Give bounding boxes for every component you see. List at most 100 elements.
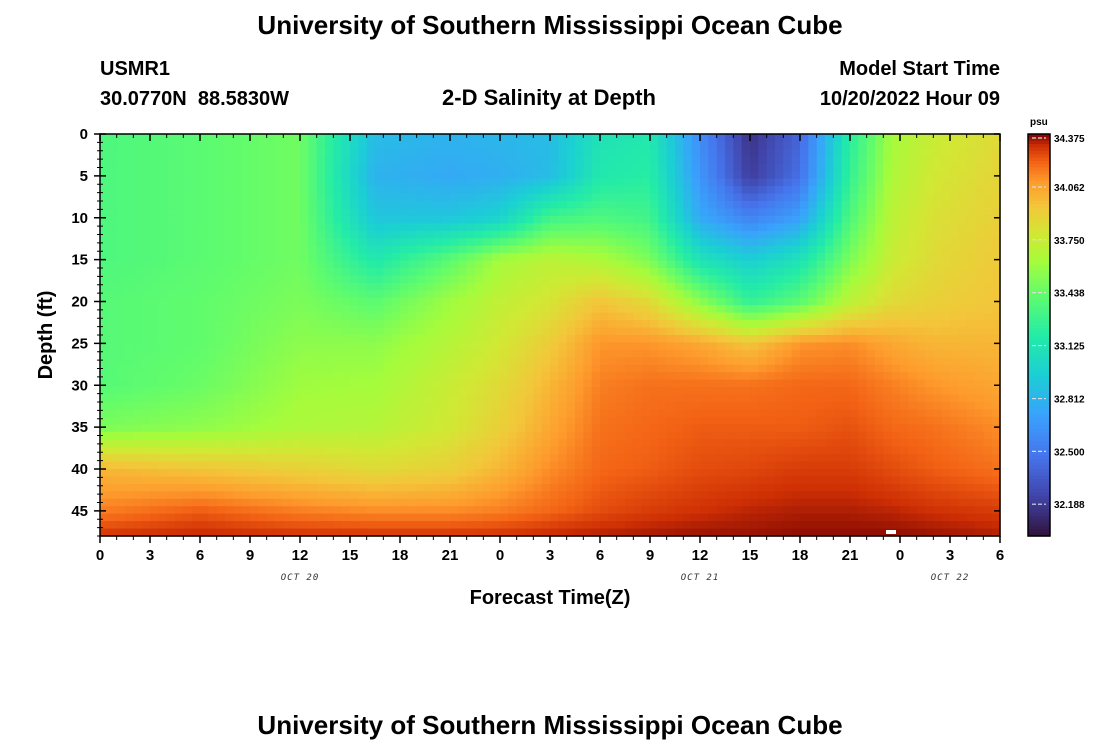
heatmap-cell (791, 402, 801, 411)
heatmap-cell (833, 290, 843, 299)
heatmap-cell (741, 454, 751, 463)
heatmap-cell (533, 372, 543, 381)
heatmap-cell (350, 416, 359, 425)
heatmap-cell (991, 282, 1001, 291)
heatmap-cell (791, 454, 801, 463)
heatmap-cell (758, 424, 768, 433)
heatmap-cell (600, 208, 609, 217)
heatmap-cell (350, 134, 359, 143)
heatmap-cell (158, 253, 168, 262)
heatmap-cells (100, 134, 1001, 537)
heatmap-cell (691, 245, 701, 254)
heatmap-cell (283, 245, 293, 254)
heatmap-cell (641, 469, 651, 478)
heatmap-cell (400, 186, 409, 195)
heatmap-cell (691, 305, 701, 314)
heatmap-cell (908, 134, 918, 143)
heatmap-cell (375, 461, 384, 470)
heatmap-cell (425, 290, 434, 299)
heatmap-cell (558, 134, 568, 143)
heatmap-cell (491, 335, 501, 344)
heatmap-cell (300, 201, 309, 210)
heatmap-cell (241, 461, 251, 470)
heatmap-cell (441, 268, 451, 277)
heatmap-cell (575, 424, 584, 433)
heatmap-cell (725, 297, 734, 306)
heatmap-cell (250, 178, 259, 187)
heatmap-cell (658, 327, 668, 336)
heatmap-cell (816, 230, 826, 239)
heatmap-cell (283, 454, 293, 463)
heatmap-cell (491, 134, 501, 143)
heatmap-cell (691, 409, 701, 418)
heatmap-cell (508, 416, 518, 425)
heatmap-cell (225, 223, 234, 232)
heatmap-cell (300, 424, 309, 433)
heatmap-cell (216, 297, 226, 306)
heatmap-cell (991, 312, 1001, 321)
heatmap-cell (583, 193, 593, 202)
heatmap-cell (491, 238, 501, 247)
heatmap-cell (841, 357, 851, 366)
heatmap-cell (775, 379, 784, 388)
heatmap-cell (225, 134, 234, 143)
heatmap-cell (208, 171, 218, 180)
heatmap-cell (483, 215, 493, 224)
heatmap-cell (100, 446, 109, 455)
heatmap-cell (116, 208, 126, 217)
heatmap-cell (141, 327, 151, 336)
heatmap-cell (450, 193, 459, 202)
heatmap-cell (591, 148, 601, 157)
heatmap-cell (433, 134, 443, 143)
heatmap-cell (625, 305, 634, 314)
heatmap-cell (750, 327, 759, 336)
heatmap-cell (550, 156, 559, 165)
heatmap-cell (550, 163, 559, 172)
heatmap-cell (333, 372, 343, 381)
heatmap-cell (275, 431, 284, 440)
heatmap-cell (233, 372, 243, 381)
heatmap-cell (975, 424, 984, 433)
heatmap-cell (300, 208, 309, 217)
heatmap-cell (283, 305, 293, 314)
heatmap-cell (458, 275, 468, 284)
heatmap-cell (375, 282, 384, 291)
heatmap-cell (116, 193, 126, 202)
heatmap-cell (100, 238, 109, 247)
heatmap-cell (158, 357, 168, 366)
heatmap-cell (208, 223, 218, 232)
heatmap-cell (425, 134, 434, 143)
heatmap-cell (125, 275, 134, 284)
heatmap-cell (616, 431, 626, 440)
heatmap-cell (691, 193, 701, 202)
heatmap-cell (983, 312, 993, 321)
heatmap-cell (316, 156, 326, 165)
heatmap-cell (375, 409, 384, 418)
heatmap-cell (133, 163, 143, 172)
heatmap-cell (858, 312, 868, 321)
heatmap-cell (908, 282, 918, 291)
heatmap-cell (900, 163, 909, 172)
heatmap-cell (275, 357, 284, 366)
heatmap-cell (533, 327, 543, 336)
heatmap-cell (408, 424, 418, 433)
heatmap-cell (750, 342, 759, 351)
heatmap-cell (900, 454, 909, 463)
heatmap-cell (250, 402, 259, 411)
heatmap-cell (866, 379, 876, 388)
heatmap-cell (408, 230, 418, 239)
heatmap-cell (100, 357, 109, 366)
heatmap-cell (233, 260, 243, 269)
heatmap-cell (408, 134, 418, 143)
heatmap-cell (300, 439, 309, 448)
heatmap-cell (525, 409, 534, 418)
heatmap-cell (250, 476, 259, 485)
heatmap-cell (991, 439, 1001, 448)
heatmap-cell (691, 431, 701, 440)
heatmap-cell (916, 342, 926, 351)
heatmap-cell (400, 402, 409, 411)
heatmap-cell (700, 201, 709, 210)
heatmap-cell (150, 424, 159, 433)
heatmap-cell (658, 469, 668, 478)
heatmap-cell (350, 156, 359, 165)
